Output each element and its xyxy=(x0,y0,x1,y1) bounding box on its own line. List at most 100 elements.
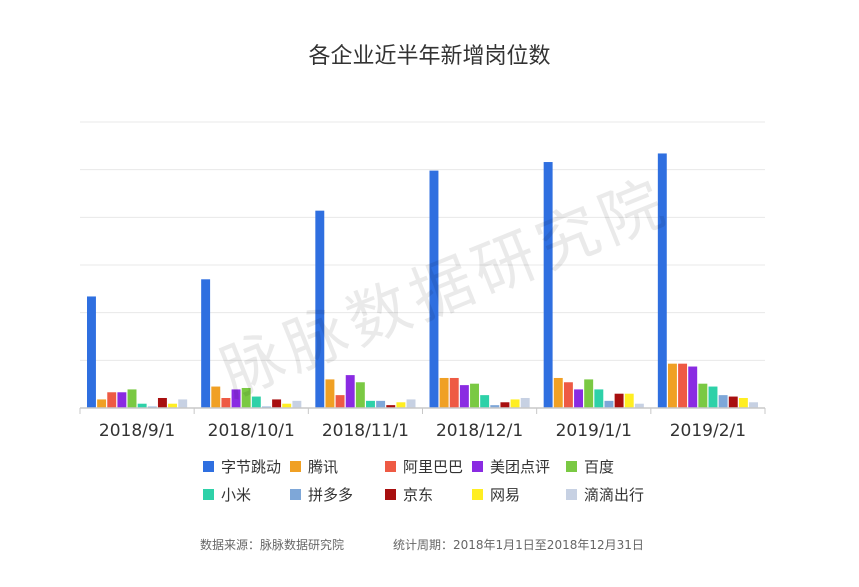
bar xyxy=(429,170,439,408)
grid-lines xyxy=(80,121,765,361)
bar xyxy=(614,393,624,408)
bar xyxy=(470,383,479,408)
bar xyxy=(221,397,231,408)
legend-item: 美团点评 xyxy=(472,456,550,477)
bar xyxy=(178,399,188,408)
legend-swatch xyxy=(203,489,214,500)
legend-label: 字节跳动 xyxy=(221,458,282,476)
legend-label: 拼多多 xyxy=(308,486,354,504)
bar xyxy=(624,393,634,408)
bar xyxy=(386,405,396,408)
bar xyxy=(718,395,728,408)
bar xyxy=(117,392,127,408)
bar xyxy=(335,395,345,408)
legend-label: 美团点评 xyxy=(490,458,551,476)
bar xyxy=(449,377,459,408)
bar xyxy=(157,397,167,408)
x-tick-label: 2018/9/1 xyxy=(99,421,175,441)
bar xyxy=(657,153,667,408)
bar xyxy=(708,386,718,408)
bar xyxy=(500,402,510,408)
bar xyxy=(127,389,137,408)
bar xyxy=(272,399,282,408)
legend-item: 字节跳动 xyxy=(203,456,281,477)
x-tick-label: 2019/2/1 xyxy=(670,421,746,441)
bar xyxy=(107,392,117,408)
bar xyxy=(231,389,241,408)
legend-label: 阿里巴巴 xyxy=(403,458,464,476)
bar xyxy=(634,403,644,408)
bar xyxy=(543,162,553,408)
bar xyxy=(749,402,758,408)
bar xyxy=(728,396,738,408)
bar xyxy=(439,377,449,408)
bar xyxy=(241,387,251,408)
legend-label: 腾讯 xyxy=(308,458,339,476)
bar xyxy=(594,389,604,408)
bar xyxy=(459,385,469,408)
bar xyxy=(137,403,147,408)
bar xyxy=(510,399,520,408)
bar xyxy=(366,400,375,408)
x-tick-label: 2018/10/1 xyxy=(208,421,295,441)
legend-swatch xyxy=(472,489,483,500)
chart-title: 各企业近半年新增岗位数 xyxy=(308,44,551,69)
bar xyxy=(480,395,490,408)
legend-swatch xyxy=(566,461,577,472)
legend-swatch xyxy=(472,461,483,472)
legend-swatch xyxy=(290,461,301,472)
x-tick-label: 2018/11/1 xyxy=(322,421,409,441)
legend-item: 百度 xyxy=(566,456,614,477)
bar xyxy=(604,400,614,408)
bar xyxy=(97,399,107,408)
legend-item: 拼多多 xyxy=(290,484,353,505)
bar xyxy=(678,363,688,408)
x-axis: 2018/9/1 2018/10/1 2018/11/1 2018/12/1 2019/… xyxy=(79,407,766,441)
legend-swatch xyxy=(385,461,396,472)
bar xyxy=(553,377,563,408)
bar xyxy=(315,210,325,408)
bar xyxy=(376,400,386,408)
bar xyxy=(345,375,355,408)
bar xyxy=(87,296,96,408)
legend-item: 京东 xyxy=(385,484,433,505)
bar xyxy=(211,386,221,408)
legend-swatch xyxy=(203,461,214,472)
bar xyxy=(396,402,406,408)
legend-label: 小米 xyxy=(221,486,252,504)
bar xyxy=(251,396,261,408)
legend-label: 网易 xyxy=(490,486,521,504)
bar xyxy=(168,403,178,408)
legend-item: 网易 xyxy=(472,484,520,505)
bar xyxy=(325,379,335,408)
bars xyxy=(87,153,758,408)
legend-swatch xyxy=(385,489,396,500)
footer-period: 统计周期：2018年1月1日至2018年12月31日 xyxy=(393,538,644,552)
bar xyxy=(688,366,698,408)
legend-label: 百度 xyxy=(584,458,615,476)
x-tick-label: 2018/12/1 xyxy=(436,421,523,441)
legend-swatch xyxy=(290,489,301,500)
bar xyxy=(520,397,530,408)
bar xyxy=(355,382,365,408)
bar xyxy=(584,379,594,408)
bar xyxy=(667,363,677,408)
bar xyxy=(698,383,708,408)
bar xyxy=(738,397,748,408)
legend-item: 小米 xyxy=(203,484,251,505)
legend-label: 滴滴出行 xyxy=(584,486,645,504)
footer-source: 数据来源：脉脉数据研究院 xyxy=(200,538,345,552)
bar xyxy=(406,399,416,408)
legend-item: 腾讯 xyxy=(290,456,338,477)
x-tick-label: 2019/1/1 xyxy=(556,421,632,441)
bar xyxy=(282,403,292,408)
legend-swatch xyxy=(566,489,577,500)
bar xyxy=(201,279,211,408)
bar xyxy=(292,400,302,408)
legend-label: 京东 xyxy=(403,486,434,504)
legend-item: 滴滴出行 xyxy=(566,484,644,505)
legend-item: 阿里巴巴 xyxy=(385,456,463,477)
bar xyxy=(574,389,584,408)
bar xyxy=(563,382,573,408)
